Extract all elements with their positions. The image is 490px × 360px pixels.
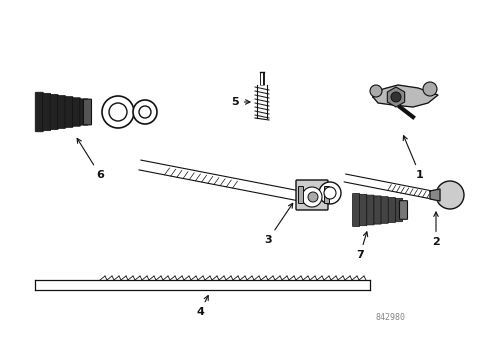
Text: 2: 2: [432, 212, 440, 247]
Text: 4: 4: [196, 296, 208, 317]
FancyBboxPatch shape: [374, 196, 381, 224]
FancyBboxPatch shape: [399, 201, 408, 219]
FancyBboxPatch shape: [298, 186, 303, 203]
Circle shape: [436, 181, 464, 209]
Polygon shape: [35, 280, 370, 290]
Polygon shape: [139, 160, 311, 203]
Circle shape: [133, 100, 157, 124]
Polygon shape: [430, 189, 440, 201]
Polygon shape: [373, 85, 438, 107]
Circle shape: [308, 192, 318, 202]
Circle shape: [370, 85, 382, 97]
Circle shape: [391, 92, 401, 102]
FancyBboxPatch shape: [83, 99, 92, 125]
FancyBboxPatch shape: [360, 194, 367, 226]
Circle shape: [324, 187, 336, 199]
Text: 3: 3: [264, 203, 293, 245]
Circle shape: [109, 103, 127, 121]
FancyBboxPatch shape: [388, 198, 395, 222]
Circle shape: [102, 96, 134, 128]
Text: 5: 5: [231, 97, 250, 107]
FancyBboxPatch shape: [367, 195, 374, 225]
FancyBboxPatch shape: [352, 194, 360, 226]
FancyBboxPatch shape: [50, 94, 58, 130]
Circle shape: [319, 182, 341, 204]
FancyBboxPatch shape: [65, 96, 73, 127]
Text: 7: 7: [356, 232, 368, 260]
FancyBboxPatch shape: [73, 98, 80, 126]
FancyBboxPatch shape: [296, 180, 328, 210]
Circle shape: [302, 187, 322, 207]
FancyBboxPatch shape: [57, 95, 66, 129]
FancyBboxPatch shape: [324, 186, 329, 203]
Circle shape: [423, 82, 437, 96]
FancyBboxPatch shape: [80, 99, 88, 125]
Text: 1: 1: [403, 136, 424, 180]
FancyBboxPatch shape: [35, 92, 43, 132]
Text: 6: 6: [77, 138, 104, 180]
Text: 842980: 842980: [375, 314, 405, 323]
Polygon shape: [344, 174, 433, 199]
FancyBboxPatch shape: [381, 197, 389, 223]
FancyBboxPatch shape: [395, 198, 403, 222]
Circle shape: [139, 106, 151, 118]
FancyBboxPatch shape: [43, 93, 51, 131]
